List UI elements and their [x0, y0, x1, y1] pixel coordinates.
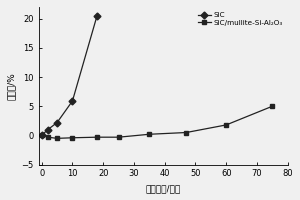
- SiC/mullite-Si-Al₂O₃: [40, 134, 44, 137]
- SiC: [70, 100, 74, 102]
- X-axis label: 氧化时间/小时: 氧化时间/小时: [146, 184, 181, 193]
- SiC/mullite-Si-Al₂O₃: [148, 133, 151, 135]
- SiC/mullite-Si-Al₂O₃: [95, 136, 99, 138]
- SiC: [55, 121, 59, 124]
- SiC/mullite-Si-Al₂O₃: [224, 124, 228, 126]
- SiC/mullite-Si-Al₂O₃: [271, 105, 274, 107]
- Line: SiC/mullite-Si-Al₂O₃: SiC/mullite-Si-Al₂O₃: [39, 104, 275, 141]
- Y-axis label: 失重率/%: 失重率/%: [7, 72, 16, 100]
- SiC/mullite-Si-Al₂O₃: [184, 131, 188, 134]
- Line: SiC: SiC: [39, 13, 100, 138]
- SiC/mullite-Si-Al₂O₃: [70, 137, 74, 139]
- SiC/mullite-Si-Al₂O₃: [117, 136, 120, 138]
- SiC: [40, 134, 44, 137]
- SiC/mullite-Si-Al₂O₃: [46, 136, 50, 138]
- SiC: [95, 15, 99, 17]
- SiC/mullite-Si-Al₂O₃: [55, 137, 59, 140]
- Legend: SiC, SiC/mullite-Si-Al₂O₃: SiC, SiC/mullite-Si-Al₂O₃: [196, 11, 284, 27]
- SiC: [46, 128, 50, 131]
